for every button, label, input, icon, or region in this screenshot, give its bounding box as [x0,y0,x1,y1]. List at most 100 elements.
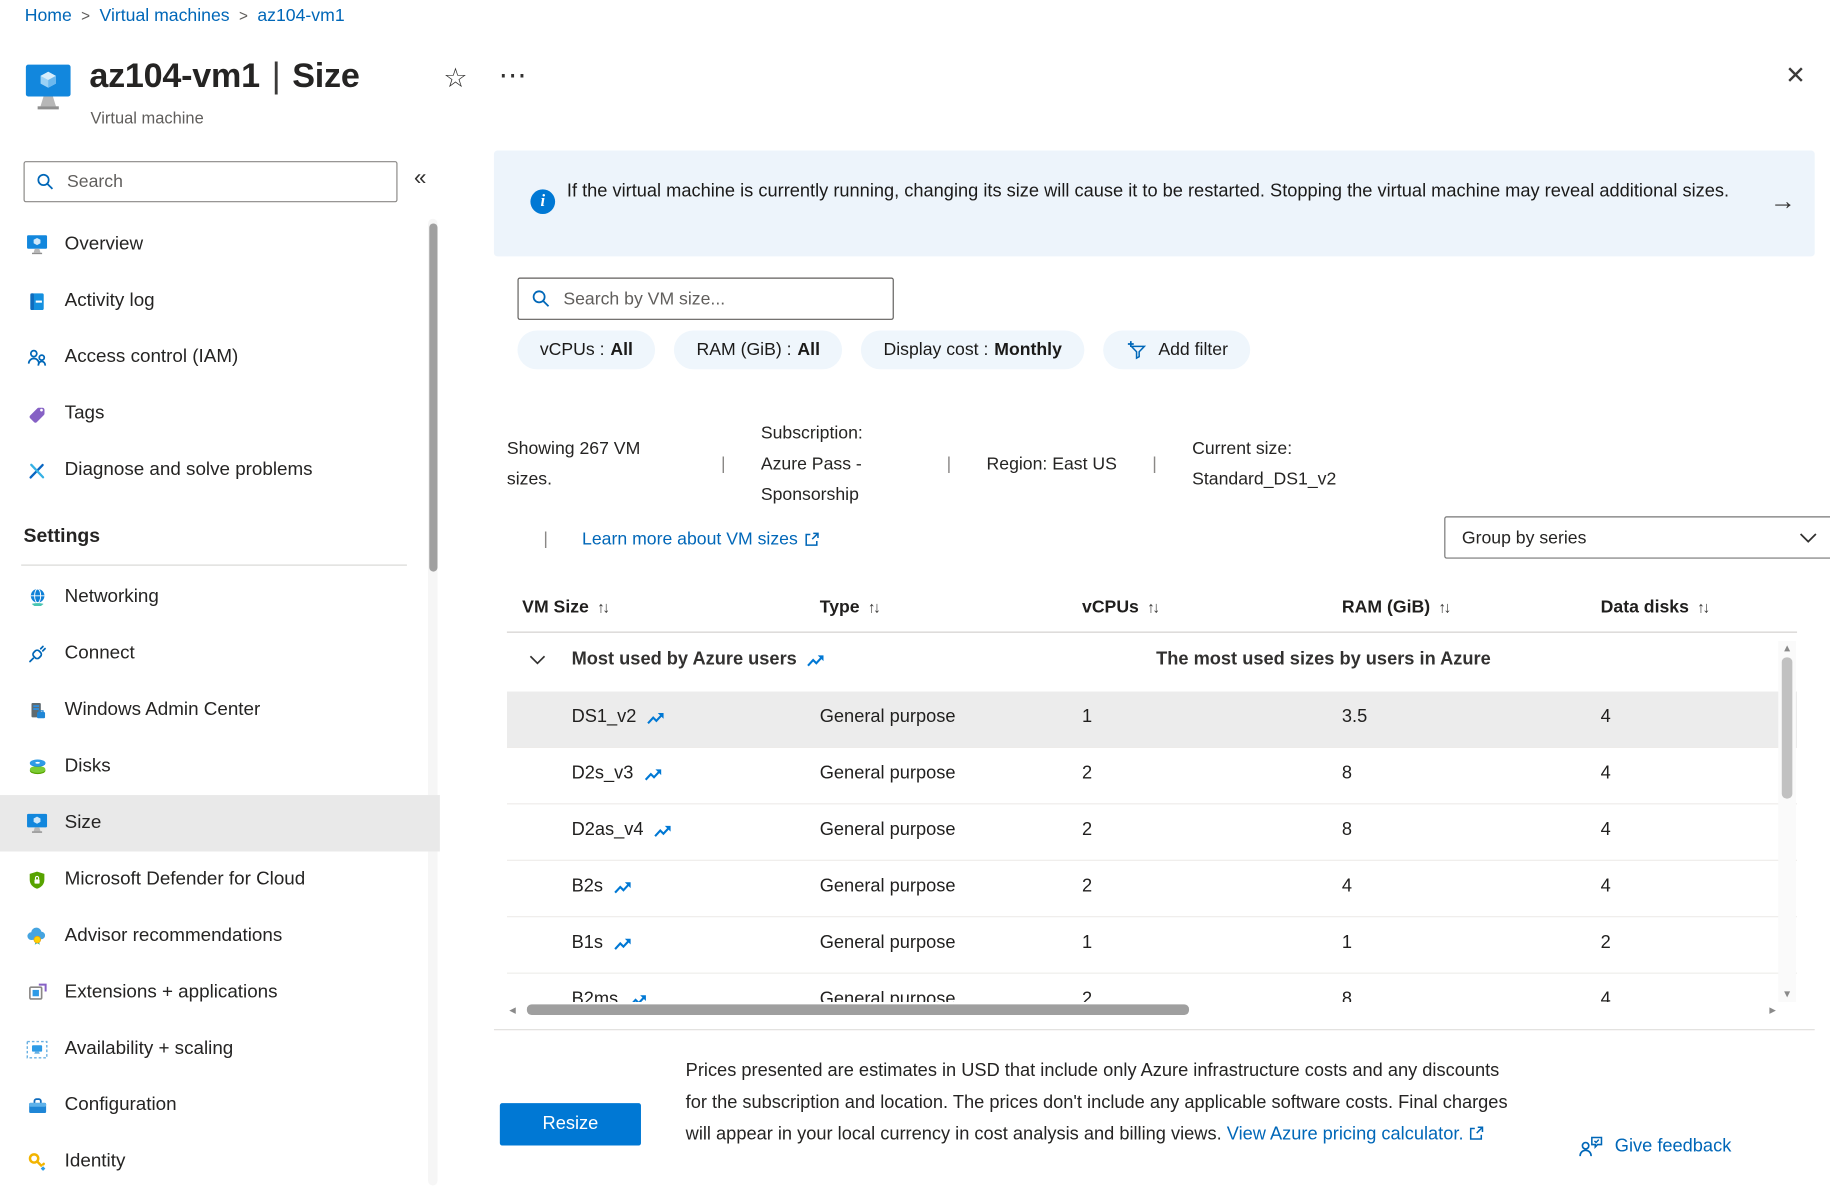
footer-divider [493,1029,1815,1031]
vm-size-search[interactable] [517,277,894,320]
vm-ram: 8 [1341,819,1353,840]
breadcrumb-separator: > [81,7,91,25]
vm-size-search-input[interactable] [560,287,880,310]
vm-size-name: B2ms [571,989,619,1003]
sidebar-item-identity[interactable]: Identity [0,1134,440,1190]
give-feedback-link[interactable]: Give feedback [1578,1136,1731,1157]
sidebar-item-disks[interactable]: Disks [0,739,440,795]
add-filter-label: Add filter [1158,339,1228,360]
sidebar-item-defender[interactable]: Microsoft Defender for Cloud [0,851,440,907]
sidebar-item-connect[interactable]: Connect [0,626,440,682]
more-actions-icon[interactable]: ⋯ [498,59,527,92]
pricing-text: Prices presented are estimates in USD th… [685,1060,1508,1145]
sidebar-item-label: Microsoft Defender for Cloud [64,869,306,890]
sidebar-scrollbar-thumb[interactable] [429,223,438,572]
breadcrumb-virtual-machines[interactable]: Virtual machines [99,5,230,26]
vm-vcpus: 2 [1082,989,1093,1003]
table-row[interactable]: D2as_v4 General purpose 2 8 4 [506,804,1798,861]
sidebar-item-label: Size [64,812,102,833]
table-row[interactable]: B2ms General purpose 2 8 4 [506,973,1798,1003]
learn-more-label: Learn more about VM sizes [582,529,798,550]
scroll-up-icon[interactable]: ▴ [1784,642,1791,656]
group-description: The most used sizes by users in Azure [1156,649,1491,670]
sidebar-item-label: Networking [64,586,159,607]
vm-ram: 8 [1341,763,1353,784]
table-row[interactable]: B1s General purpose 1 1 2 [506,917,1798,974]
sidebar-item-windows-admin-center[interactable]: Windows Admin Center [0,682,440,738]
sidebar-item-label: Disks [64,756,111,777]
sidebar-search-input[interactable] [64,170,385,193]
column-header-data-disks[interactable]: Data disks ↑↓ [1600,597,1710,618]
table-row[interactable]: DS1_v2 General purpose 1 3.5 4 [506,691,1798,748]
vm-data-disks: 2 [1600,932,1611,953]
sidebar-item-tags[interactable]: Tags [0,386,440,442]
group-by-value: Group by series [1461,527,1587,548]
filter-pill-ram[interactable]: RAM (GiB) : All [674,330,843,370]
filter-pills: vCPUs : All RAM (GiB) : All Display cost :… [517,330,1251,370]
vm-ram: 3.5 [1341,706,1368,727]
current-size-info: Current size: Standard_DS1_v2 [1192,438,1337,490]
sidebar-item-advisor[interactable]: Advisor recommendations [0,908,440,964]
sidebar-search[interactable] [23,161,398,203]
group-by-dropdown[interactable]: Group by series [1444,516,1830,559]
column-header-vm-size[interactable]: VM Size ↑↓ [522,597,610,618]
vm-type: General purpose [819,706,956,727]
table-header-row: VM Size ↑↓ Type ↑↓ vCPUs ↑↓ RAM (GiB) ↑↓ Dat… [506,588,1798,633]
sidebar-item-label: Access control (IAM) [64,346,239,367]
breadcrumb-home[interactable]: Home [24,5,72,26]
column-header-type[interactable]: Type ↑↓ [819,597,881,618]
external-link-icon [805,532,820,547]
search-icon [36,173,54,191]
filter-pill-display-cost[interactable]: Display cost : Monthly [861,330,1085,370]
horizontal-scrollbar-thumb[interactable] [526,1004,1190,1015]
filter-pill-vcpus[interactable]: vCPUs : All [517,330,656,370]
vm-data-disks: 4 [1600,989,1611,1003]
server-icon [26,699,48,721]
sidebar-item-configuration[interactable]: Configuration [0,1077,440,1133]
add-filter-button[interactable]: Add filter [1103,330,1251,370]
favorite-star-icon[interactable]: ☆ [443,62,468,93]
vm-resource-icon [24,64,73,117]
sidebar-item-availability-scaling[interactable]: Availability + scaling [0,1021,440,1077]
tag-icon [26,403,48,425]
table-group-row[interactable]: Most used by Azure users The most used s… [507,633,1797,692]
sidebar-item-size[interactable]: Size [0,795,440,852]
sidebar-item-extensions[interactable]: Extensions + applications [0,964,440,1020]
sidebar-item-overview[interactable]: Overview [0,216,440,272]
resize-button[interactable]: Resize [499,1103,641,1146]
sidebar-item-networking[interactable]: Networking [0,569,440,625]
sidebar-item-activity-log[interactable]: Activity log [0,273,440,329]
vertical-scrollbar-thumb[interactable] [1781,657,1793,799]
sidebar-item-access-control[interactable]: Access control (IAM) [0,329,440,385]
activity-log-icon [26,290,48,312]
chevron-down-icon[interactable] [529,655,546,665]
banner-arrow-icon[interactable]: → [1770,185,1796,216]
extensions-icon [26,981,48,1003]
pricing-calculator-link[interactable]: View Azure pricing calculator. [1227,1124,1484,1144]
summary-divider: | [720,453,726,474]
scroll-down-icon[interactable]: ▾ [1784,987,1791,1001]
pill-value: All [610,339,633,360]
trending-icon [644,766,662,781]
scroll-right-icon[interactable]: ▸ [1769,1003,1776,1018]
pill-value: All [797,339,820,360]
close-icon[interactable]: ✕ [1785,62,1807,90]
availability-scaling-icon [26,1038,48,1060]
breadcrumb-current[interactable]: az104-vm1 [257,5,345,26]
column-header-vcpus[interactable]: vCPUs ↑↓ [1082,597,1160,618]
sidebar-scrollbar-track[interactable] [428,218,438,1186]
column-header-ram[interactable]: RAM (GiB) ↑↓ [1341,597,1451,618]
pill-value: Monthly [994,339,1062,360]
sidebar-item-diagnose[interactable]: Diagnose and solve problems [0,442,440,498]
vm-data-disks: 4 [1600,763,1611,784]
collapse-sidebar-icon[interactable]: « [413,165,427,191]
table-vertical-scrollbar[interactable]: ▴ ▾ [1778,640,1796,1003]
scroll-left-icon[interactable]: ◂ [509,1003,516,1018]
learn-more-link[interactable]: Learn more about VM sizes [582,529,820,549]
trending-icon [629,992,647,1003]
table-row[interactable]: B2s General purpose 2 4 4 [506,860,1798,918]
table-row[interactable]: D2s_v3 General purpose 2 8 4 [506,747,1798,805]
vm-vcpus: 1 [1082,706,1093,727]
people-icon [26,346,48,368]
table-horizontal-scrollbar[interactable]: ◂ ▸ [507,1001,1778,1019]
